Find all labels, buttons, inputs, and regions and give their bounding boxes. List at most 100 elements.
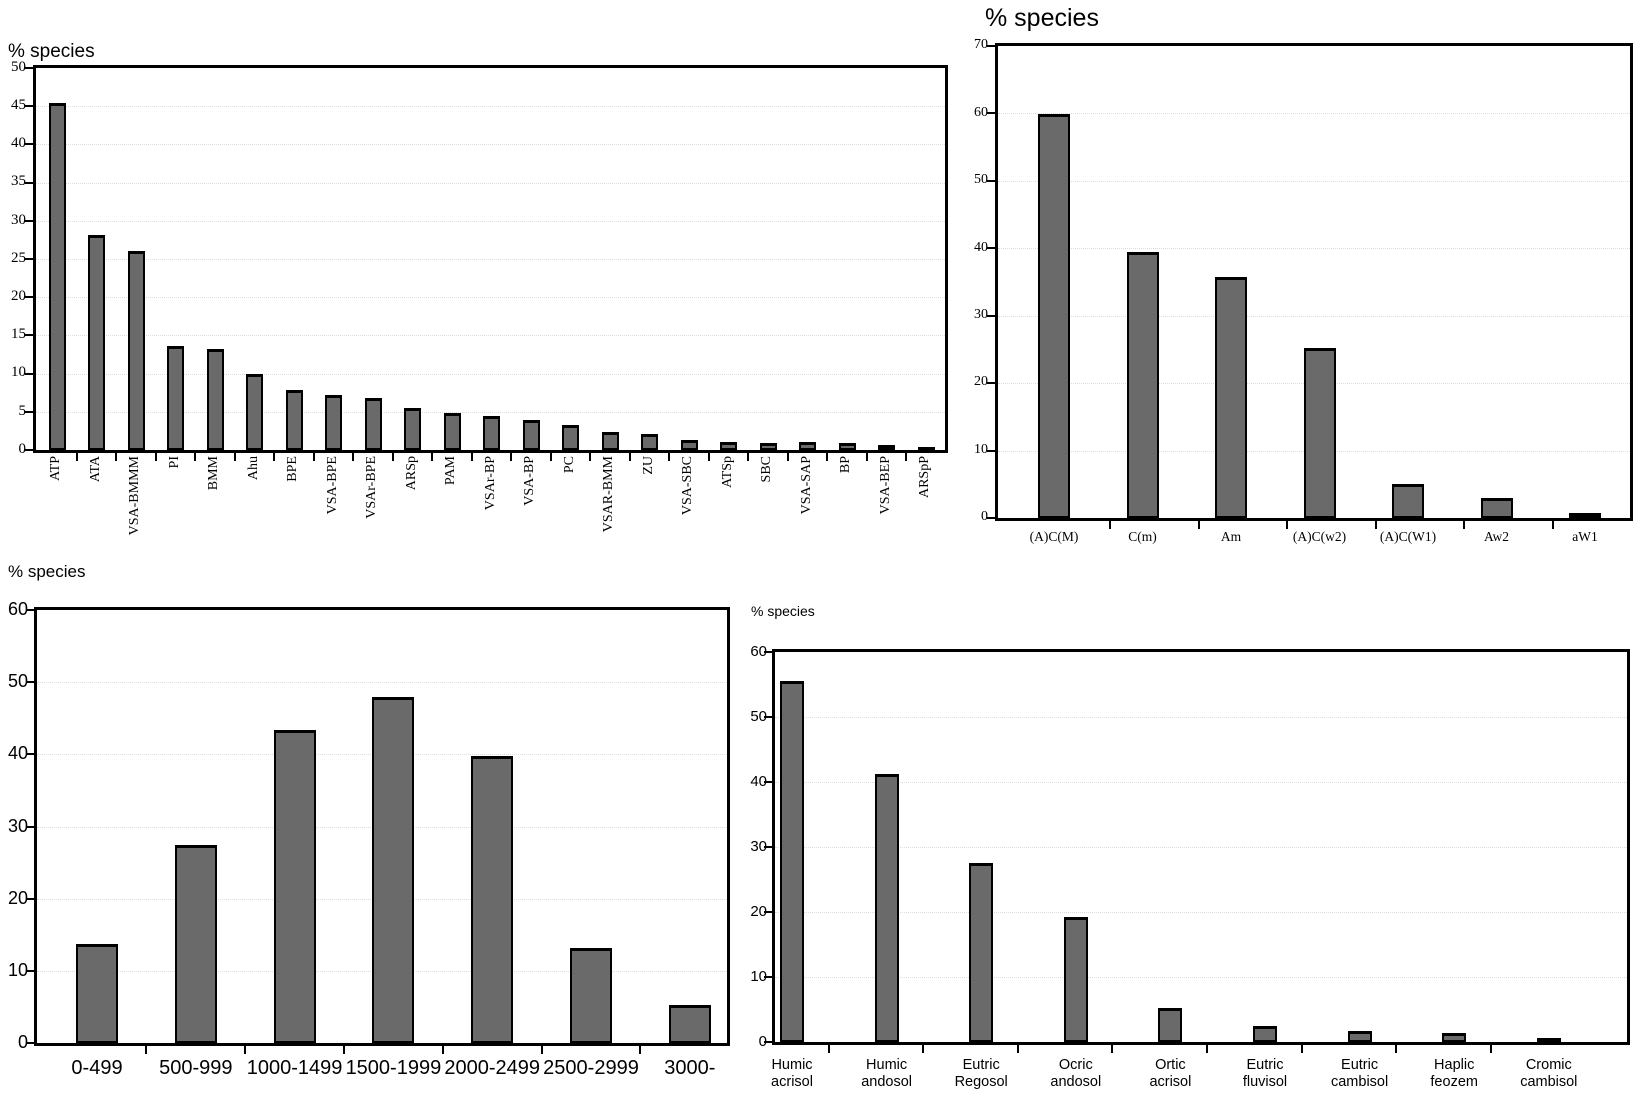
y-tick — [25, 296, 33, 299]
x-category-label: Haplic feozem — [1404, 1057, 1504, 1092]
x-tick — [194, 453, 197, 461]
x-category-label-line: Regosol — [954, 1074, 1008, 1091]
x-category-label: VSA-BPE — [324, 456, 340, 515]
bar-SBC — [759, 443, 777, 450]
y-tick — [26, 681, 34, 684]
x-category-label-line: Humic — [771, 1057, 813, 1073]
gridline — [775, 782, 1627, 783]
x-category-label-line: Cromic — [1525, 1057, 1572, 1073]
gridline — [36, 259, 945, 260]
x-tick — [1374, 521, 1377, 529]
y-tick-label: 20 — [974, 374, 988, 390]
y-tick — [25, 334, 33, 337]
y-tick — [987, 449, 995, 452]
x-category-label: Cromic cambisol — [1499, 1057, 1599, 1092]
x-category-label: Ortic acrisol — [1120, 1057, 1220, 1092]
y-tick-label: 60 — [750, 642, 767, 660]
y-tick — [26, 1042, 34, 1044]
x-tick — [510, 453, 513, 461]
y-tick-label: 70 — [974, 37, 988, 53]
y-tick — [26, 969, 34, 972]
x-category-label-line: Ortic — [1155, 1057, 1186, 1073]
x-category-label: SBC — [759, 456, 775, 483]
y-tick-label: 0 — [981, 509, 988, 525]
x-category-label: VSAr-BPE — [364, 456, 380, 519]
bar-ATA — [88, 235, 106, 450]
bar-1000-1499 — [273, 730, 316, 1043]
bar-VSA-BP — [522, 420, 540, 450]
x-tick — [1551, 521, 1554, 529]
x-tick — [707, 453, 710, 461]
y-tick — [764, 651, 772, 653]
y-tick — [25, 410, 33, 413]
x-category-label: Aw2 — [1483, 529, 1509, 544]
x-tick — [905, 453, 908, 461]
x-tick — [1206, 1045, 1208, 1053]
y-tick-label: 10 — [11, 364, 26, 381]
x-category-label: BPE — [285, 456, 301, 482]
bar-Haplic feozem — [1442, 1033, 1467, 1042]
x-tick — [244, 1046, 247, 1054]
y-tick-label: 40 — [11, 135, 26, 152]
x-category-label: Humic andosol — [837, 1057, 937, 1092]
y-tick-label: 10 — [750, 967, 767, 985]
bar-2500-2999 — [570, 948, 612, 1043]
x-tick — [827, 1045, 830, 1053]
y-tick — [25, 449, 33, 451]
x-tick — [145, 1046, 148, 1054]
gridline — [775, 977, 1627, 978]
y-tick — [987, 314, 995, 317]
x-tick — [1197, 521, 1200, 529]
x-tick — [391, 453, 394, 461]
bar-500-999 — [174, 845, 217, 1043]
bar-PI — [167, 346, 185, 450]
bar-Ahu — [246, 374, 264, 450]
gridline — [998, 248, 1630, 250]
bar-VSAR-BMM — [601, 432, 619, 450]
y-tick — [987, 112, 995, 115]
y-tick-label: 30 — [7, 815, 28, 836]
y-tick — [26, 897, 34, 900]
x-tick — [75, 453, 78, 461]
x-category-label: VSAR-BMM — [601, 456, 617, 533]
panel-b-y-axis-title: % species — [985, 4, 1099, 32]
y-tick-label: 40 — [7, 743, 28, 764]
bar-ATP — [48, 103, 66, 450]
y-tick-label: 60 — [974, 104, 988, 120]
y-tick — [764, 1041, 772, 1043]
bar-BP — [838, 443, 856, 450]
bar-(A)C(W1) — [1392, 484, 1424, 518]
x-tick — [312, 453, 315, 461]
x-tick — [1463, 521, 1465, 529]
x-tick — [1016, 1045, 1019, 1053]
x-tick — [1395, 1045, 1398, 1053]
y-tick-label: 10 — [974, 441, 988, 457]
x-category-label: ARSpP — [917, 456, 933, 499]
x-category-label: VSA-SBC — [680, 456, 696, 516]
y-tick-label: 15 — [11, 326, 26, 343]
gridline — [775, 847, 1627, 848]
bar-Ortic acrisol — [1158, 1008, 1183, 1042]
y-tick-label: 50 — [11, 58, 26, 75]
x-category-label-line: Eutric — [1341, 1057, 1379, 1073]
x-category-label: ARSp — [403, 456, 419, 491]
y-tick — [25, 105, 33, 108]
x-tick — [470, 453, 473, 461]
gridline — [36, 335, 945, 337]
panel-c-y-axis-title: % species — [8, 562, 86, 581]
x-category-label-line: Eutric — [1246, 1057, 1284, 1073]
y-tick-label: 25 — [11, 249, 26, 266]
bar-Eutric fluvisol — [1253, 1026, 1277, 1042]
x-tick — [549, 453, 552, 461]
x-category-label: ZU — [640, 456, 656, 475]
bar-ZU — [641, 434, 659, 450]
x-tick — [1109, 521, 1111, 529]
x-category-label-line: Humic — [866, 1057, 908, 1073]
bar-PAM — [443, 413, 461, 450]
y-tick-label: 35 — [11, 173, 26, 190]
x-tick — [922, 1045, 925, 1053]
bar-(A)C(w2) — [1303, 348, 1336, 518]
y-tick-label: 50 — [974, 172, 988, 188]
y-tick — [26, 825, 34, 828]
x-tick — [865, 453, 868, 461]
